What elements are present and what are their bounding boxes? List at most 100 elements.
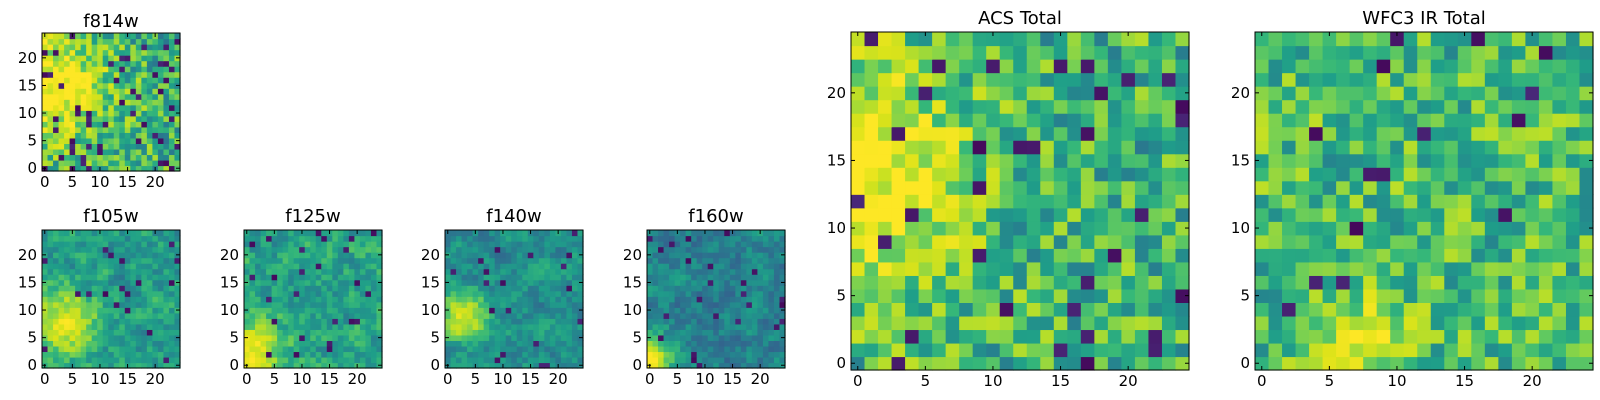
heatmap-cell [174, 296, 181, 303]
heatmap-cell [1322, 126, 1337, 141]
heatmap-cell [64, 137, 71, 144]
heatmap-cell [47, 230, 54, 237]
heatmap-cell [113, 235, 120, 242]
heatmap-cell [516, 329, 523, 336]
heatmap-cell [1484, 234, 1499, 249]
heatmap-cell [1349, 59, 1364, 74]
heatmap-cell [1363, 234, 1378, 249]
heatmap-cell [163, 246, 170, 253]
heatmap-cell [343, 356, 350, 364]
heatmap-cell [146, 137, 153, 144]
heatmap-cell [746, 340, 753, 347]
heatmap-cell [1498, 234, 1513, 249]
heatmap-cell [467, 301, 474, 308]
heatmap-cell [1403, 342, 1418, 358]
heatmap-cell [348, 345, 355, 353]
heatmap-cell [864, 356, 879, 371]
heatmap-cell [1511, 302, 1526, 317]
heatmap-cell [456, 312, 463, 319]
heatmap-cell [577, 351, 584, 358]
heatmap-cell [53, 241, 60, 248]
heatmap-cell [266, 246, 273, 253]
heatmap-cell [566, 323, 573, 330]
heatmap-cell [1498, 207, 1513, 222]
heatmap-cell [905, 275, 920, 290]
heatmap-cell [376, 312, 383, 319]
heatmap-cell [1295, 342, 1310, 358]
heatmap-cell [696, 290, 703, 297]
heatmap-cell [1430, 32, 1445, 47]
heatmap-cell [354, 323, 361, 330]
heatmap-cell [999, 261, 1014, 276]
heatmap-cell [370, 285, 378, 292]
heatmap-cell [75, 137, 82, 144]
heatmap-cell [244, 340, 251, 347]
heatmap-cell [472, 246, 479, 253]
heatmap-cell [332, 307, 339, 314]
heatmap-cell [959, 261, 974, 276]
heatmap-cell [293, 257, 300, 264]
heatmap-cell [1040, 167, 1055, 182]
heatmap-cell [461, 362, 468, 369]
heatmap-cell [321, 362, 328, 369]
heatmap-cell [489, 290, 496, 297]
heatmap-cell [255, 312, 262, 319]
heatmap-cell [945, 72, 960, 87]
heatmap-cell [1511, 248, 1526, 263]
heatmap-cell [370, 252, 378, 259]
heatmap-cell [986, 167, 1001, 182]
heatmap-cell [1511, 140, 1526, 155]
heatmap-cell [566, 257, 573, 264]
heatmap-cell [102, 235, 109, 242]
heatmap-cell [1255, 86, 1270, 101]
heatmap-cell [527, 279, 534, 286]
heatmap-cell [986, 153, 1001, 168]
heatmap-cell [658, 257, 665, 264]
heatmap-cell [544, 263, 551, 270]
heatmap-cell [124, 88, 131, 95]
heatmap-cell [757, 257, 764, 264]
heatmap-cell [299, 323, 306, 330]
heatmap-cell [244, 241, 251, 248]
heatmap-cell [652, 340, 659, 347]
heatmap-cell [354, 307, 361, 314]
heatmap-cell [1417, 86, 1432, 101]
heatmap-cell [538, 323, 545, 330]
heatmap-cell [757, 351, 764, 358]
heatmap-cell [1430, 113, 1445, 128]
heatmap-cell [1161, 140, 1177, 155]
heatmap-cell [1349, 167, 1364, 182]
heatmap-cell [999, 99, 1014, 114]
heatmap-cell [773, 274, 781, 281]
heatmap-cell [69, 307, 76, 314]
heatmap-cell [365, 362, 372, 369]
heatmap-cell [674, 241, 681, 248]
heatmap-cell [255, 263, 262, 270]
heatmap-cell [483, 345, 490, 353]
heatmap-cell [1484, 288, 1499, 303]
heatmap-cell [1121, 153, 1136, 168]
heatmap-cell [304, 296, 311, 303]
heatmap-cell [773, 329, 781, 336]
heatmap-cell [58, 154, 65, 161]
y-tick-label: 5 [632, 329, 642, 347]
heatmap-cell [332, 263, 339, 270]
heatmap-cell [566, 285, 573, 292]
heatmap-cell [1309, 261, 1324, 276]
heatmap-cell [288, 312, 295, 319]
heatmap-cell [516, 318, 523, 325]
heatmap-cell [647, 274, 654, 281]
heatmap-cell [685, 268, 692, 275]
heatmap-cell [702, 340, 709, 347]
heatmap-cell [163, 235, 170, 242]
heatmap-cell [343, 362, 350, 369]
heatmap-cell [260, 312, 267, 319]
heatmap-cell [1444, 342, 1459, 358]
heatmap-cell [456, 230, 463, 237]
heatmap-cell [119, 49, 126, 56]
heatmap-cell [773, 268, 781, 275]
heatmap-cell [1457, 207, 1472, 222]
heatmap-cell [1295, 113, 1310, 128]
heatmap-cell [467, 230, 474, 237]
